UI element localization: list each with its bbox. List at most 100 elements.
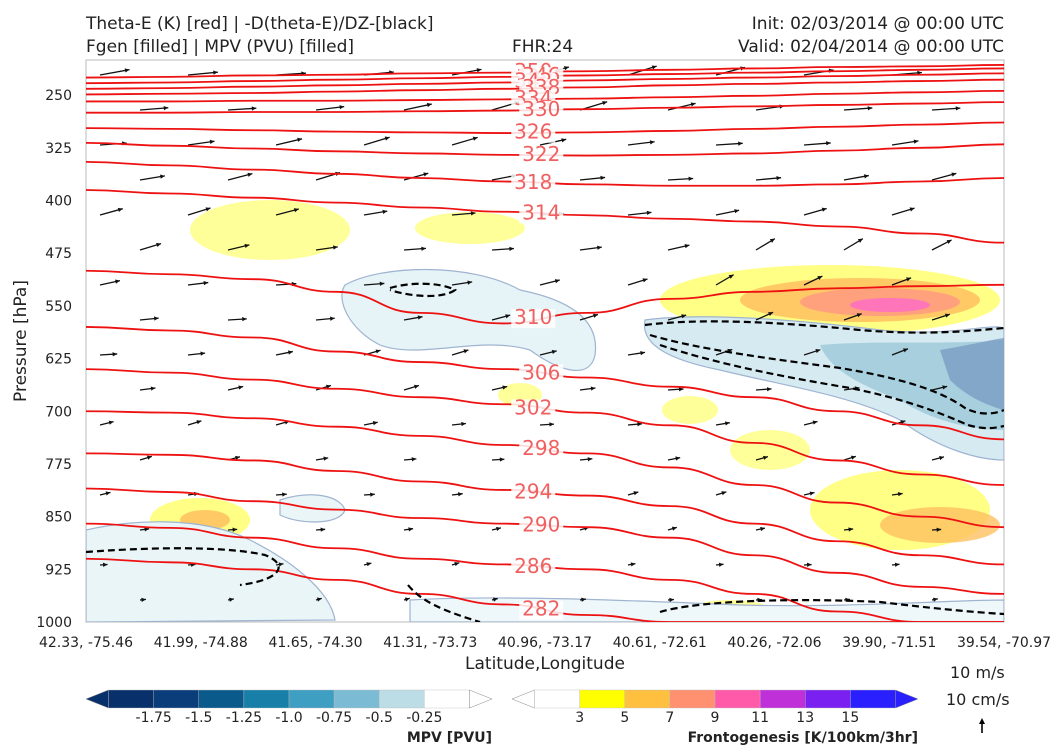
fgen-colorbar: 3 5 7 9 11 13 15 bbox=[511, 689, 919, 726]
wind-vector-head bbox=[760, 526, 765, 532]
x-tick-label: 40.96, -73.17 bbox=[498, 635, 592, 651]
wind-vector-head bbox=[251, 106, 257, 111]
wind-vector-head bbox=[602, 101, 608, 106]
wind-vector-head bbox=[160, 174, 165, 179]
y-tick-label: 625 bbox=[45, 352, 72, 368]
wind-vector-head bbox=[297, 137, 303, 142]
wind-vector-head bbox=[502, 385, 508, 390]
wind-vector-head bbox=[678, 387, 684, 392]
wind-vector-head bbox=[320, 527, 326, 532]
wind-vector-head bbox=[470, 211, 476, 216]
wind-vector-head bbox=[642, 278, 648, 283]
ddz-contour bbox=[659, 343, 1004, 430]
wind-vector-head bbox=[366, 562, 372, 567]
wind-vector-head bbox=[421, 246, 426, 251]
wind-vector-head bbox=[593, 313, 598, 318]
x-axis-label: Latitude,Longitude bbox=[465, 654, 625, 674]
wind-vector-head bbox=[597, 245, 602, 250]
wind-vector-head bbox=[332, 245, 338, 250]
wind-vectors bbox=[99, 65, 961, 603]
colorbar-swatch bbox=[759, 689, 806, 709]
wind-vector-head bbox=[809, 491, 815, 496]
vertical-scale-label: 10 cm/s bbox=[946, 690, 1010, 709]
y-tick-label: 250 bbox=[45, 88, 72, 104]
wind-vector-head bbox=[724, 421, 730, 426]
wind-vector-head bbox=[721, 491, 727, 496]
forecast-hour: FHR:24 bbox=[512, 37, 574, 57]
wind-vector bbox=[227, 107, 257, 111]
contour-label-bg bbox=[511, 123, 556, 143]
wind-vector-head bbox=[826, 141, 831, 146]
wind-vector-head bbox=[213, 70, 218, 75]
wind-vector-head bbox=[293, 208, 299, 213]
wind-vector-head bbox=[117, 207, 123, 212]
wind-vector-head bbox=[955, 106, 961, 111]
y-tick-label: 925 bbox=[45, 562, 72, 578]
wind-vector-head bbox=[499, 457, 505, 462]
wind-vector-head bbox=[646, 210, 652, 216]
wind-vector-head bbox=[857, 238, 863, 243]
x-tick-label: 42.33, -75.46 bbox=[39, 635, 133, 651]
fgen-colorbar-title: Frontogenesis [K/100km/3hr] bbox=[688, 730, 918, 746]
colorbar-tick-label: 7 bbox=[665, 710, 674, 726]
x-tick-label: 41.65, -74.30 bbox=[268, 635, 362, 651]
wind-vector bbox=[315, 106, 345, 111]
wind-vector-head bbox=[675, 456, 681, 461]
colorbar-swatch bbox=[243, 689, 290, 709]
colorbar-tick-label: 13 bbox=[796, 710, 814, 726]
x-tick-label: 40.61, -72.61 bbox=[613, 635, 707, 651]
wind-vector-head bbox=[848, 527, 854, 532]
wind-vector-head bbox=[867, 106, 873, 111]
wind-vector-head bbox=[561, 138, 567, 143]
wind-vector-head bbox=[812, 420, 818, 425]
colorbar-swatch bbox=[714, 689, 761, 709]
contour-label-bg bbox=[519, 516, 564, 536]
colorbar-tick-label: 15 bbox=[841, 710, 859, 726]
wind-vector-head bbox=[863, 174, 869, 179]
wind-vector-head bbox=[944, 313, 950, 318]
wind-vector-head bbox=[630, 562, 636, 567]
wind-vector-head bbox=[551, 349, 557, 355]
wind-vector-head bbox=[112, 352, 118, 357]
wind-vector-head bbox=[776, 175, 782, 181]
wind-vector-head bbox=[681, 314, 687, 319]
wind-vector-head bbox=[640, 350, 646, 356]
wind-vector bbox=[843, 107, 873, 111]
wind-vector-head bbox=[282, 492, 287, 497]
wind-vector-head bbox=[554, 279, 560, 284]
colorbar-swatch bbox=[579, 689, 625, 709]
wind-vector-head bbox=[505, 314, 511, 319]
x-tick-label: 39.54, -70.97 bbox=[957, 635, 1050, 651]
wind-vector-head bbox=[200, 351, 206, 356]
wind-vector-head bbox=[913, 139, 919, 144]
colorbar-swatch bbox=[379, 689, 425, 709]
wind-vector-head bbox=[633, 491, 639, 496]
contour-label-bg bbox=[511, 483, 556, 503]
x-tick-label: 39.90, -71.51 bbox=[842, 635, 936, 651]
wind-vector-head bbox=[379, 281, 385, 286]
wind-vector-head bbox=[587, 457, 593, 462]
wind-vector-head bbox=[549, 422, 554, 427]
ddz-contour bbox=[659, 599, 1004, 616]
wind-vector-head bbox=[815, 349, 821, 354]
colorbar-swatch bbox=[288, 689, 335, 709]
colorbar-extend-right bbox=[469, 689, 493, 709]
wind-vector-head bbox=[461, 421, 466, 427]
wind-vector-head bbox=[769, 238, 775, 243]
title-line1: Theta-E (K) [red] | -D(theta-E)/DZ-[blac… bbox=[86, 14, 434, 34]
mpv-fill bbox=[940, 338, 1004, 410]
wind-vector-head bbox=[330, 316, 335, 321]
fgen-fill bbox=[190, 200, 350, 260]
fgen-fill bbox=[730, 430, 810, 470]
wind-vector-head bbox=[278, 562, 284, 567]
theta-e-label: 298 bbox=[522, 436, 560, 460]
contour-label-bg bbox=[511, 309, 556, 329]
colorbar-tick-label: -1.75 bbox=[136, 710, 172, 726]
ddz-contour bbox=[86, 547, 280, 587]
wind-vector-head bbox=[669, 597, 674, 603]
wind-vector-head bbox=[375, 349, 381, 354]
wind-vector-head bbox=[454, 562, 460, 567]
valid-time: Valid: 02/04/2014 @ 00:00 UTC bbox=[738, 37, 1004, 57]
ddz-contours bbox=[86, 282, 1004, 622]
